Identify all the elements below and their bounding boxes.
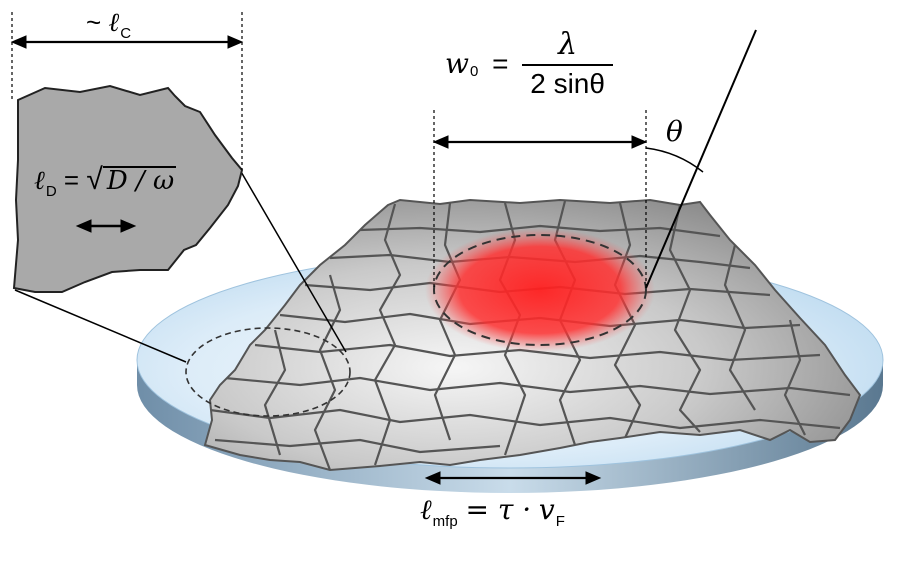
beam-waist-subscript: 0: [469, 62, 479, 80]
coherence-arrowhead-left: [10, 35, 27, 49]
beam-waist-denominator: 2 sinθ: [522, 64, 613, 98]
mfp-velocity-subscript: F: [555, 513, 565, 530]
waist-arrowhead-right: [631, 135, 648, 149]
laser-spot-fill: [425, 228, 655, 352]
mfp-equals: = τ ·: [465, 493, 532, 526]
beam-line: [645, 29, 757, 289]
laser-spot-outline: [433, 234, 647, 346]
coherence-subscript: C: [120, 25, 132, 42]
beam-waist-numerator: λ: [558, 27, 578, 62]
beam-waist-equals: =: [492, 48, 509, 79]
diffusion-arrow: [75, 219, 137, 233]
mfp-arrow: [424, 471, 602, 485]
mean-free-path-label: ℓmfp = τ · vF: [420, 493, 565, 530]
sqrt-sign: √: [86, 163, 103, 196]
zoom-line-upper: [239, 169, 347, 353]
inset-grain-shape: [12, 84, 244, 293]
coherence-length-label: ~ ℓC: [86, 7, 131, 41]
angle-arc: [645, 147, 704, 173]
incident-beam: [645, 29, 757, 289]
diffusion-equals: =: [63, 165, 80, 195]
mfp-subscript: mfp: [432, 513, 458, 530]
mfp-arrowhead-left: [424, 471, 441, 485]
diffusion-length-label: ℓD = √ D / ω: [34, 163, 177, 199]
mfp-arrowhead-right: [585, 471, 602, 485]
diffusion-root: D / ω: [102, 166, 177, 194]
diffusion-subscript: D: [45, 183, 57, 200]
coherence-prefix: ~: [86, 7, 102, 37]
mfp-velocity: v: [538, 493, 555, 526]
highlight-ellipse: [185, 327, 351, 417]
beam-waist-symbol: w: [445, 47, 469, 80]
zoom-line-lower: [14, 289, 187, 363]
coherence-arrowhead-right: [227, 35, 244, 49]
angle-symbol: θ: [666, 115, 683, 148]
zoom-indicator: [14, 169, 351, 417]
mfp-symbol: ℓ: [420, 493, 432, 526]
beam-waist-label: w0 = λ 2 sinθ: [445, 30, 613, 98]
coherence-symbol: ℓ: [108, 8, 120, 38]
diffusion-arrowhead-right: [120, 219, 137, 233]
diffusion-symbol: ℓ: [34, 166, 45, 196]
coherence-dimension: [10, 12, 244, 170]
angle-label: θ: [666, 118, 683, 146]
waist-arrowhead-left: [432, 135, 449, 149]
laser-spot: [425, 228, 655, 352]
diffusion-arrowhead-left: [75, 219, 92, 233]
inset-grain: [12, 84, 244, 293]
beam-waist-fraction: λ 2 sinθ: [522, 30, 613, 98]
beam-waist-dimension: [432, 110, 648, 290]
